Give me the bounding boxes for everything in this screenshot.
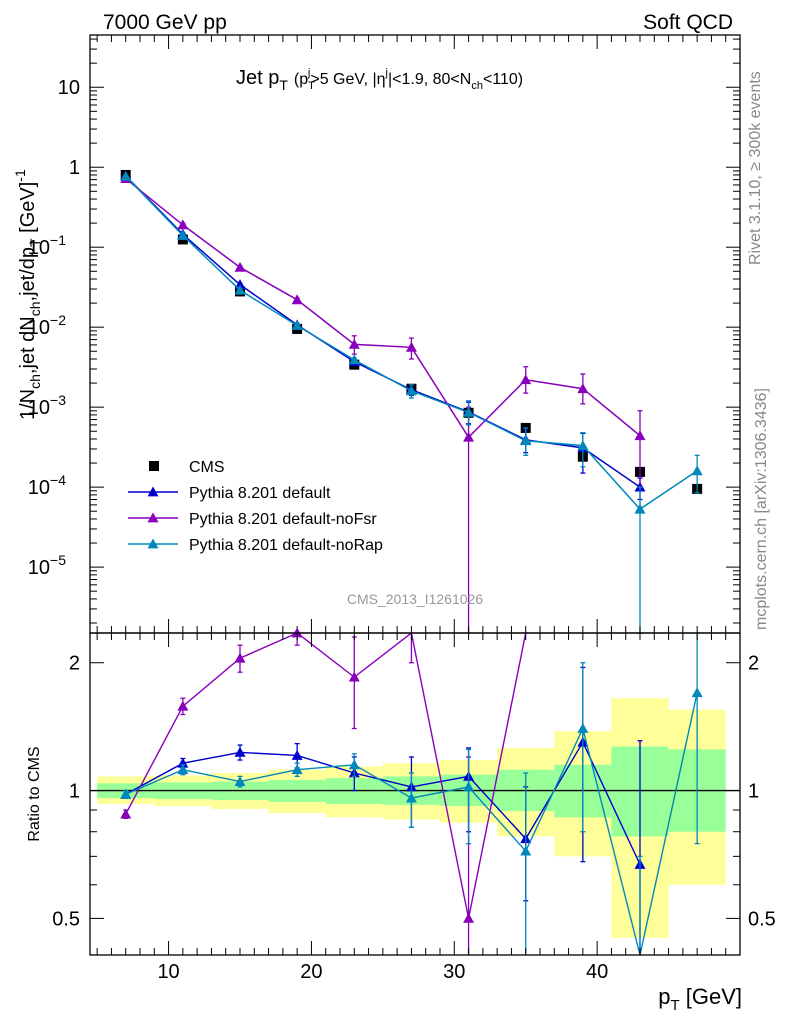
legend-label: Pythia 8.201 default-noRap [189,537,383,554]
ratio-line [125,631,527,919]
ratio-point [234,652,246,663]
ratio-point [520,845,532,856]
rivet-label: Rivet 3.1.10, ≥ 300k events [747,71,764,265]
data-point [520,435,532,446]
ratio-point [463,912,475,923]
x-tick-label: 20 [300,961,322,983]
main-title: Jet pT (pTj>5 GeV, |ηj|<1.9, 80<Nch<110) [236,67,523,93]
x-tick-label: 40 [586,961,608,983]
series-line [125,175,641,488]
ratio-point [177,700,189,711]
main-ylabel: 1/Nch,jet dNch,jet/dpT [GeV]-1 [12,169,43,420]
data-point [291,294,303,305]
data-point [177,219,189,230]
series-0 [120,169,703,494]
y-tick-label: 10−3 [28,392,66,419]
data-point [634,503,646,514]
ratio-point [120,808,132,819]
series-3 [120,170,703,634]
ratio-y-tick-label: 1 [69,781,80,803]
series-line [125,178,641,439]
legend-label: CMS [189,459,225,476]
ratio-panel: 0.5 0.5 1 1 2 2 10 20 30 40 Ratio to CMS pT [GeV… [26,627,776,1014]
ratio-point [291,749,303,760]
header-right: Soft QCD [643,11,733,34]
legend-marker [147,512,159,523]
ratio-point [577,723,589,733]
ratio-y-tick-label-right: 2 [748,653,759,675]
y-tick-label: 1 [69,157,80,179]
ratio-point [691,687,703,698]
series-2 [120,173,646,634]
legend-marker [147,538,159,549]
ratio-point [463,781,475,792]
data-point [577,440,589,451]
x-tick-label: 30 [443,961,465,983]
ratio-frame [89,632,741,956]
ratio-y-tick-label: 0.5 [52,908,80,930]
x-tick-label: 10 [157,961,179,983]
ratio-ylabel: Ratio to CMS [26,746,43,841]
series-1 [120,170,646,501]
data-point [234,284,246,295]
data-point [348,338,360,349]
data-point [234,261,246,272]
mcplots-label: mcplots.cern.ch [arXiv:1306.3436] [753,388,770,630]
x-axis-label: pT [GeV] [658,984,742,1014]
legend: CMS Pythia 8.201 default Pythia 8.201 defa… [128,459,383,554]
legend-label: Pythia 8.201 default [189,485,331,502]
data-point [463,431,475,442]
y-tick-label: 10−2 [28,312,66,339]
ratio-point [291,764,303,775]
legend-label: Pythia 8.201 default-noFsr [189,511,377,528]
ratio-point [234,776,246,786]
ratio-point [177,764,189,775]
data-point [120,170,132,181]
data-point [577,383,589,394]
y-tick-label: 10−4 [28,472,66,499]
ratio-point [348,671,360,682]
y-tick-label: 10−1 [28,232,66,259]
ratio-y-tick-label-right: 0.5 [748,908,776,930]
header-left: 7000 GeV pp [103,11,227,34]
watermark: CMS_2013_I1261026 [347,591,483,607]
main-frame [89,34,741,634]
data-point [177,230,189,240]
ratio-point [234,746,246,757]
y-tick-label: 10 [58,77,80,99]
data-point [520,374,532,385]
legend-marker [149,461,159,471]
main-panel: 10−5 10−4 10−3 10−2 10−1 1 10 Jet pT (pTj>5 GeV… [12,34,741,634]
data-point [405,385,417,396]
ratio-point [120,788,132,799]
data-point [463,406,475,417]
ratio-y-tick-label: 2 [69,653,80,675]
data-point [691,465,703,476]
ratio-point [177,757,189,768]
y-tick-label: 10−5 [28,552,66,579]
ratio-point [348,759,360,770]
legend-marker [147,486,159,497]
data-point [405,341,417,352]
ratio-y-tick-label-right: 1 [748,781,759,803]
ratio-series-2 [120,633,703,956]
data-point [291,319,303,330]
ratio-point [405,792,417,803]
data-point [634,430,646,441]
data-point [348,354,360,365]
